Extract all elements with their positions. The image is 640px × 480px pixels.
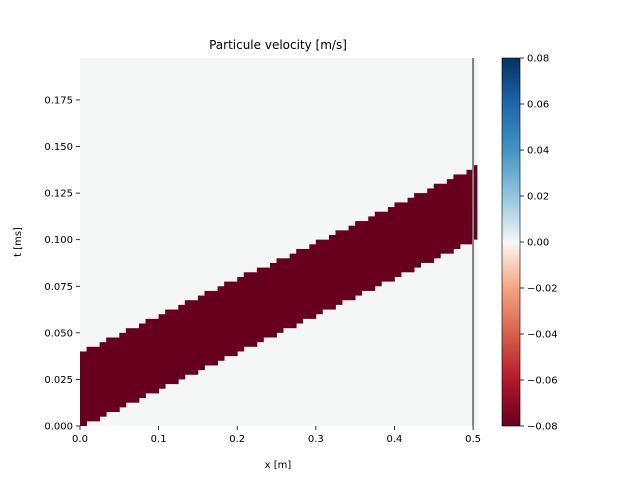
pulse-cell [158,314,166,389]
pulse-cell [459,174,467,245]
y-tick-label: 0.050 [44,328,73,339]
pulse-cell [86,346,94,422]
pulse-cell [309,244,317,319]
y-axis-label: t [ms] [13,227,24,257]
pulse-cell [446,179,454,254]
pulse-cell [440,183,448,254]
y-tick-label: 0.000 [44,422,73,433]
x-tick-label: 0.3 [308,434,324,445]
pulse-cell [165,309,173,385]
colorbar-tick-label: 0.02 [527,192,549,203]
x-axis-label: x [m] [265,460,292,471]
pulse-cell [374,211,382,287]
pulse-cell [381,211,389,282]
pulse-cell [302,248,310,319]
colorbar-tick-label: 0.00 [527,238,549,249]
pulse-cell [361,221,369,291]
pulse-cell [230,281,238,357]
pulse-region [80,165,478,426]
pulse-cell [453,174,461,249]
pulse-cell [184,300,192,375]
pulse-cell [178,304,186,380]
pulse-cell [328,235,336,310]
pulse-cell [473,165,478,240]
pulse-cell [112,337,120,413]
colorbar: 0.08 0.06 0.04 0.02 0.00 −0.02 −0.04 −0.06 −0.08 [501,54,558,433]
pulse-cell [342,230,349,301]
pulse-cell [466,169,474,245]
pulse-cell [276,258,284,333]
plot-area [80,58,478,426]
pulse-cell [125,328,133,403]
y-axis: 0.000 0.025 0.050 0.075 0.100 0.125 0.150 0.175 [44,95,80,433]
colorbar-tick-label: 0.08 [527,54,549,65]
pulse-cell [132,328,140,403]
pulse-cell [99,342,107,417]
colorbar-tick-label: −0.04 [527,330,558,341]
y-tick-label: 0.025 [44,375,73,386]
y-tick-label: 0.075 [44,282,73,293]
pulse-cell [211,290,218,366]
colorbar-tick-label: 0.04 [527,146,549,157]
pulse-cell [394,202,402,277]
y-tick-label: 0.100 [44,235,73,246]
pulse-cell [283,258,291,329]
pulse-cell [263,267,271,338]
x-tick-label: 0.4 [387,434,403,445]
pulse-cell [322,239,330,310]
pulse-cell [171,309,179,385]
colorbar-tick-label: −0.02 [527,284,558,295]
pulse-cell [93,346,101,422]
colorbar-tick-label: −0.06 [527,376,558,387]
pulse-cell [433,183,441,259]
pulse-cell [224,281,232,357]
pulse-cell [355,221,363,296]
x-tick-label: 0.5 [465,434,481,445]
pulse-cell [427,188,435,263]
colorbar-tick-label: −0.08 [527,422,558,433]
pulse-cell [296,248,304,324]
pulse-cell [106,337,114,413]
pulse-cell [420,193,428,263]
x-axis: 0.0 0.1 0.2 0.3 0.4 0.5 [72,426,481,445]
pulse-cell [138,323,146,399]
colorbar-gradient [501,57,521,427]
pulse-cell [243,272,251,347]
x-tick-label: 0.1 [151,434,167,445]
pulse-cell [387,207,395,282]
pulse-cell [256,267,264,343]
pulse-cell [401,202,408,273]
y-tick-label: 0.150 [44,142,73,153]
pulse-cell [289,253,297,329]
colorbar-ticks: 0.08 0.06 0.04 0.02 0.00 −0.02 −0.04 −0.06 −0.08 [520,54,558,433]
pulse-cell [407,197,415,273]
pulse-cell [80,351,87,426]
chart-title: Particule velocity [m/s] [209,38,347,52]
pulse-cell [368,216,376,291]
colorbar-tick-label: 0.06 [527,100,549,111]
pulse-cell [191,300,199,375]
pulse-cell [237,276,245,352]
pulse-cell [315,239,323,315]
pulse-cell [414,193,422,268]
y-tick-label: 0.125 [44,189,73,200]
pulse-cell [250,272,258,347]
pulse-cell [348,225,356,301]
pulse-cell [145,318,153,394]
pulse-cell [119,332,127,408]
pulse-cell [197,295,205,371]
pulse-cell [152,318,160,394]
pulse-cell [335,230,343,305]
x-tick-label: 0.0 [72,434,88,445]
pulse-cell [204,290,212,366]
x-tick-label: 0.2 [229,434,245,445]
pulse-cell [217,286,225,361]
y-tick-label: 0.175 [44,95,73,106]
pulse-cell [269,262,277,338]
